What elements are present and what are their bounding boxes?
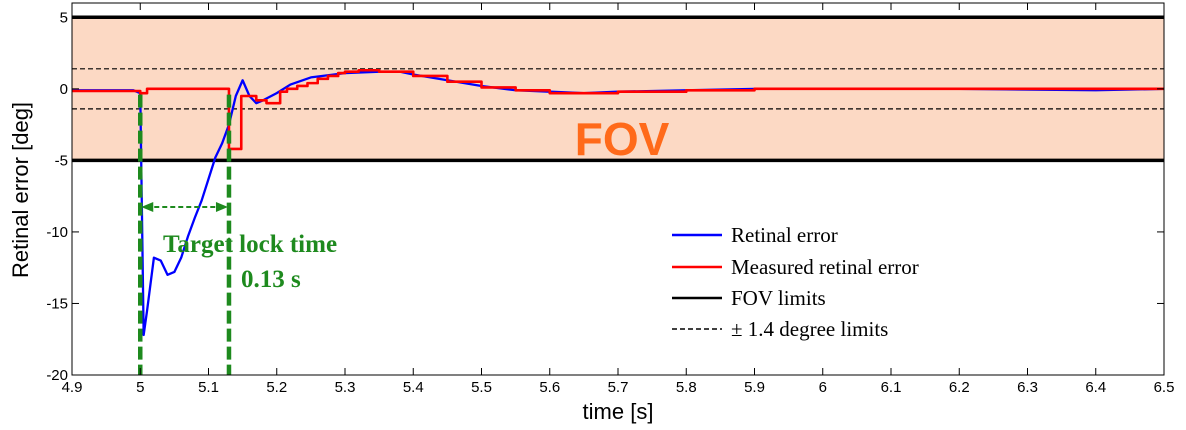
- x-tick-label: 6: [819, 379, 827, 396]
- annotation-layer: [138, 94, 232, 375]
- x-tick-label: 5.9: [744, 379, 765, 396]
- legend: Retinal error Measured retinal error FOV l…: [672, 223, 919, 341]
- y-tick-label: -20: [46, 367, 68, 384]
- lock-time-label: Target lock time: [163, 231, 337, 258]
- x-tick-label: 5.6: [539, 379, 560, 396]
- reference-lines-layer: [72, 15, 1164, 163]
- x-tick-label: 6.3: [1017, 379, 1038, 396]
- x-tick-label: 5: [136, 379, 144, 396]
- y-tick-label: -5: [55, 152, 68, 169]
- x-tick-label: 5.2: [266, 379, 287, 396]
- x-tick-label: 6.1: [881, 379, 902, 396]
- x-tick-label: 5.5: [471, 379, 492, 396]
- axes-layer: 4.9 5 5.1 5.2 5.3 5.4 5.5 5.6 5.7 5.8 5.9 6 6.1 6.2 6.…: [46, 2, 1175, 396]
- series-layer: [72, 68, 1164, 337]
- legend-label: FOV limits: [731, 286, 826, 310]
- fov-label: FOV: [575, 113, 670, 165]
- lock-time-arrow-head-right: [215, 202, 228, 212]
- y-axis-label: Retinal error [deg]: [8, 102, 33, 278]
- y-tick-label: 5: [60, 9, 68, 26]
- lock-time-arrow-head-left: [141, 202, 154, 212]
- x-tick-label: 5.7: [608, 379, 629, 396]
- x-tick-label: 4.9: [62, 379, 83, 396]
- legend-label: Retinal error: [731, 223, 838, 247]
- measured-retinal-error-line: [72, 68, 1164, 151]
- x-tick-label: 5.8: [676, 379, 697, 396]
- x-axis-label: time [s]: [583, 399, 654, 424]
- y-tick-label: 0: [60, 81, 68, 98]
- lock-time-value: 0.13 s: [241, 266, 301, 293]
- x-tick-label: 5.4: [403, 379, 424, 396]
- x-tick-label: 6.2: [949, 379, 970, 396]
- y-tick-label: -15: [46, 295, 68, 312]
- x-tick-label: 6.4: [1085, 379, 1106, 396]
- x-tick-label: 6.5: [1154, 379, 1175, 396]
- legend-label: ± 1.4 degree limits: [731, 317, 888, 341]
- x-tick-label: 5.1: [198, 379, 219, 396]
- fov-label-layer: FOV: [575, 113, 670, 165]
- y-tick-label: -10: [46, 224, 68, 241]
- legend-label: Measured retinal error: [731, 255, 919, 279]
- x-tick-label: 5.3: [335, 379, 356, 396]
